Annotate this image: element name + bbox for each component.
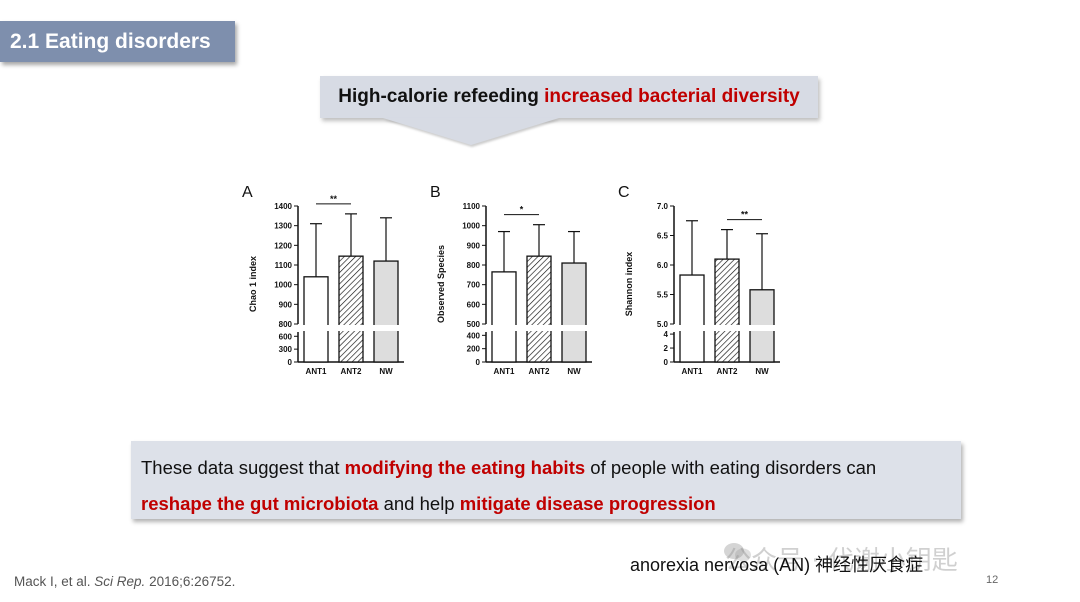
y-tick-label: 2 [664, 344, 669, 353]
y-tick-label: 7.0 [657, 202, 669, 211]
chart-panel-C: C Shannon index 5.0 5.5 6.0 6.5 7.0 0 2 4 ANT1 ANT2… [618, 184, 783, 376]
bar-chart-figure: A Chao 1 index 800 900 1000 1100 1200 1300 1400 0… [242, 184, 783, 376]
bar-ant2 [338, 255, 364, 363]
summary-text-1: These data suggest that [141, 457, 345, 478]
y-tick-label: 1100 [275, 261, 293, 270]
y-tick-label: 1200 [274, 241, 292, 250]
callout-box: High-calorie refeeding increased bacteri… [320, 76, 818, 118]
y-tick-label: 200 [467, 345, 481, 354]
citation: Mack I, et al. Sci Rep. 2016;6:26752. [14, 574, 235, 589]
section-title: 2.1 Eating disorders [0, 21, 235, 62]
y-tick-label: 6.0 [657, 261, 669, 270]
y-tick-label: 5.5 [657, 291, 669, 300]
caption-an: anorexia nervosa (AN) 神经性厌食症 [630, 555, 924, 575]
citation-journal: Sci Rep. [94, 574, 146, 589]
y-tick-label: 400 [467, 331, 481, 340]
y-axis-label: Shannon index [624, 252, 634, 317]
page-number: 12 [986, 574, 999, 586]
category-label: ANT2 [341, 367, 362, 376]
axis-break [483, 325, 595, 331]
callout-text: High-calorie refeeding [338, 86, 545, 107]
category-label: ANT2 [717, 367, 738, 376]
axis-break [295, 325, 407, 331]
chart-panel-B: B Observed Species 500 600 700 800 900 1000 1100… [430, 184, 595, 376]
y-axis-label: Observed Species [436, 245, 446, 323]
citation-authors: Mack I, et al. [14, 574, 95, 589]
category-label: NW [567, 367, 581, 376]
summary-text-2: of people with eating disorders can [585, 457, 877, 478]
y-tick-label: 800 [279, 320, 293, 329]
bar-nw [561, 262, 587, 363]
bar-ant1 [303, 276, 329, 363]
y-tick-label: 1000 [462, 222, 480, 231]
summary-highlight-1: modifying the eating habits [344, 457, 586, 478]
y-tick-label: 900 [467, 241, 481, 250]
y-tick-label: 1400 [274, 202, 292, 211]
wechat-icon [724, 543, 751, 562]
y-tick-label: 5.0 [657, 320, 669, 329]
category-label: ANT1 [494, 367, 515, 376]
bar-nw [373, 260, 399, 363]
y-tick-label: 1100 [463, 202, 481, 211]
y-tick-label: 6.5 [657, 232, 669, 241]
category-label: NW [379, 367, 393, 376]
significance-label: * [520, 205, 524, 215]
citation-details: 2016;6:26752. [145, 574, 236, 589]
significance-label: ** [330, 194, 338, 204]
bar-ant1 [491, 271, 517, 363]
summary-highlight-2: reshape the gut microbiota [141, 493, 379, 514]
category-label: ANT1 [306, 367, 327, 376]
panel-letter: C [618, 184, 630, 201]
axis-break [671, 325, 783, 331]
y-tick-label: 600 [467, 300, 481, 309]
y-tick-label: 900 [279, 300, 293, 309]
y-axis-label: Chao 1 index [248, 256, 258, 312]
y-tick-label: 700 [467, 281, 481, 290]
y-tick-label: 0 [476, 358, 481, 367]
category-label: ANT1 [682, 367, 703, 376]
bar-ant2 [714, 258, 740, 363]
y-tick-label: 300 [279, 345, 293, 354]
y-tick-label: 1300 [274, 222, 292, 231]
y-tick-label: 0 [288, 358, 293, 367]
summary-box: These data suggest that modifying the ea… [131, 441, 961, 519]
significance-label: ** [741, 210, 749, 220]
callout-highlight: increased bacterial diversity [544, 86, 800, 107]
chart-panel-A: A Chao 1 index 800 900 1000 1100 1200 1300 1400 0… [242, 184, 407, 376]
y-tick-label: 600 [279, 332, 293, 341]
y-tick-label: 1000 [274, 281, 292, 290]
category-label: NW [755, 367, 769, 376]
summary-text-3: and help [378, 493, 460, 514]
bar-ant1 [679, 274, 705, 363]
category-label: ANT2 [529, 367, 550, 376]
y-tick-label: 4 [664, 330, 669, 339]
summary-highlight-3: mitigate disease progression [459, 493, 716, 514]
watermark: 公众号 · 代谢小钥匙 [725, 546, 958, 576]
bar-ant2 [526, 255, 552, 363]
y-tick-label: 500 [467, 320, 481, 329]
y-tick-label: 0 [664, 358, 669, 367]
callout-arrow [383, 118, 559, 145]
y-tick-label: 800 [467, 261, 481, 270]
panel-letter: A [242, 184, 253, 201]
panel-letter: B [430, 184, 441, 201]
